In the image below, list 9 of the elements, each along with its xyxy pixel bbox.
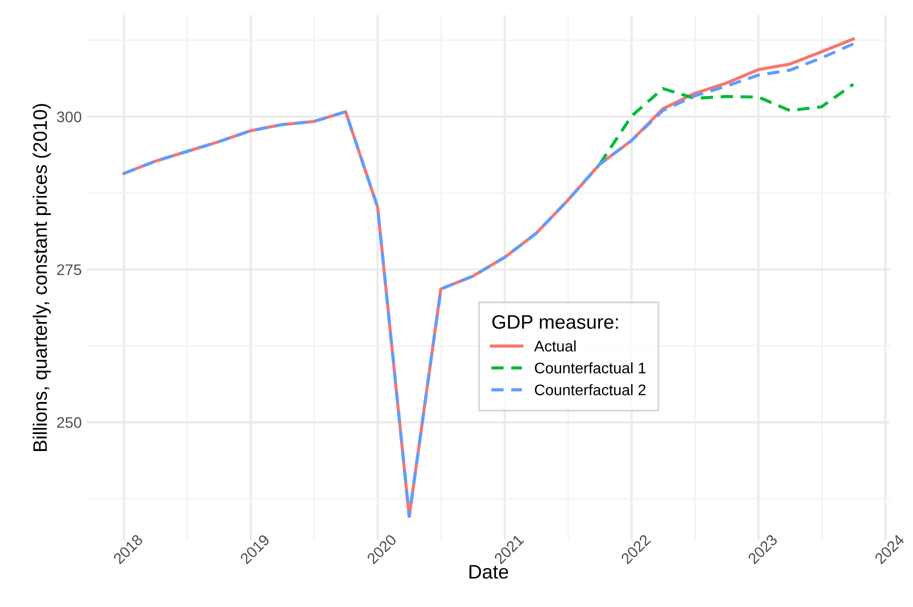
y-tick-label: 300 [56, 112, 82, 122]
legend-label: Counterfactual 2 [534, 384, 646, 396]
legend-label: Counterfactual 1 [534, 362, 646, 374]
legend-label: Actual [534, 340, 576, 352]
legend-title: GDP measure: [492, 315, 618, 329]
x-axis-title: Date [470, 565, 508, 579]
y-axis-title: Billions, quarterly, constant prices (2010) [32, 104, 51, 451]
y-tick-label: 275 [57, 264, 82, 276]
y-tick-label: 250 [57, 417, 82, 428]
